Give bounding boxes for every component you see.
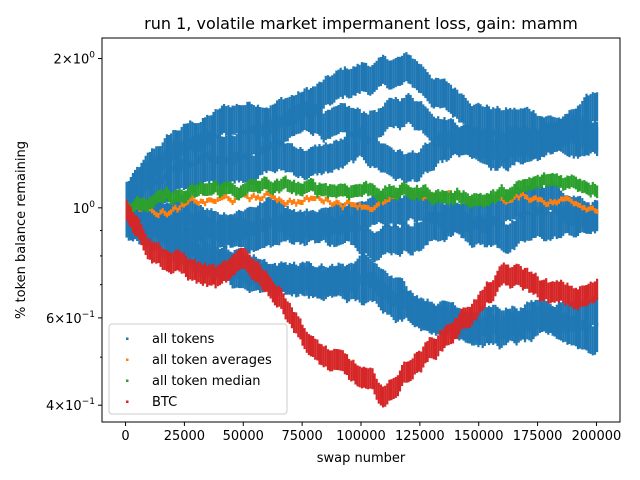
y-tick-label: 2×100 <box>54 51 96 68</box>
x-axis: 0 25000 50000 75000 100000 125000 150000 175000… <box>121 422 621 444</box>
legend-marker <box>126 358 129 361</box>
legend: all tokens all token averages all token me… <box>108 323 288 415</box>
x-tick-label: 125000 <box>395 429 445 444</box>
legend-marker <box>126 337 129 340</box>
x-tick-label: 200000 <box>572 429 622 444</box>
x-tick-label: 100000 <box>336 429 386 444</box>
x-tick-label: 25000 <box>164 429 205 444</box>
x-tick-label: 150000 <box>454 429 504 444</box>
x-tick-label: 50000 <box>223 429 264 444</box>
series-all-tokens-track-6 <box>125 208 599 344</box>
x-tick-label: 175000 <box>513 429 563 444</box>
legend-label: all tokens <box>152 332 215 347</box>
legend-label: all token median <box>152 374 261 389</box>
legend-box <box>108 323 288 415</box>
series-all-token-median <box>125 172 599 217</box>
y-axis-label: % token balance remaining <box>14 141 29 319</box>
legend-label: BTC <box>152 395 177 410</box>
series-BTC <box>125 199 599 408</box>
legend-label: all token averages <box>152 353 272 368</box>
x-tick-label: 75000 <box>281 429 322 444</box>
x-axis-label: swap number <box>317 451 406 466</box>
plot-area <box>125 52 599 408</box>
series-all-tokens-track-2 <box>125 120 599 221</box>
chart-title: run 1, volatile market impermanent loss,… <box>144 14 578 33</box>
legend-marker <box>126 379 129 382</box>
legend-marker <box>126 400 129 403</box>
x-tick-label: 0 <box>121 429 129 444</box>
